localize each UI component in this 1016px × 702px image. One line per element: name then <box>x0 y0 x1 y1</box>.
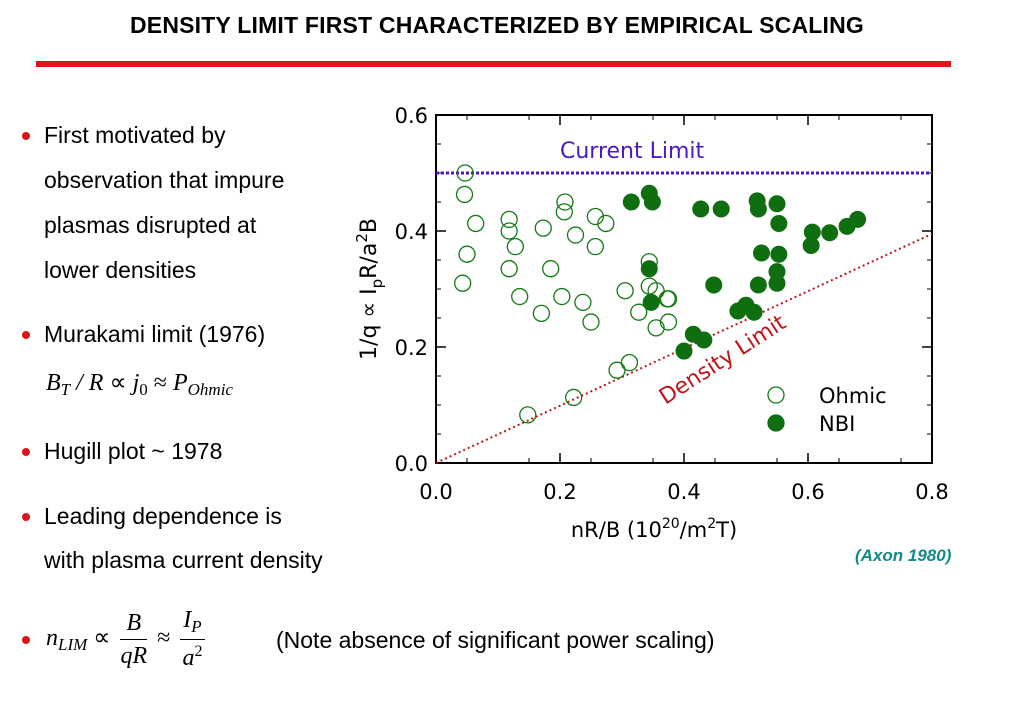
y-axis-label-part: 2 <box>353 233 371 243</box>
ohmic-point <box>500 260 518 278</box>
nbi-point <box>712 200 730 218</box>
nbi-point <box>642 293 660 311</box>
y-tick-label: 0.2 <box>395 336 428 360</box>
nbi-point <box>768 274 786 292</box>
ohmic-point <box>574 293 592 311</box>
ohmic-point <box>564 388 583 407</box>
y-axis-label-part: p <box>368 279 386 289</box>
ohmic-point <box>658 290 676 308</box>
ohmic-point <box>608 361 626 379</box>
ohmic-point <box>542 260 560 278</box>
nbi-point <box>821 224 839 242</box>
bullet-dot <box>22 636 30 644</box>
bullet-1-line-1: First motivated by <box>44 122 226 148</box>
ohmic-point <box>586 238 604 256</box>
nbi-point <box>768 195 786 213</box>
nbi-point <box>622 193 640 211</box>
ohmic-point <box>455 185 474 204</box>
x-axis-label: nR/B (1020/m2T) <box>571 516 737 542</box>
nbi-point <box>675 342 693 360</box>
nbi-point <box>802 237 820 254</box>
y-axis-label-part: 1/q ∝ I <box>357 288 382 360</box>
x-axis-label-part: /m <box>680 518 708 542</box>
bullet-dot <box>22 448 30 456</box>
legend-label: Ohmic <box>819 384 887 408</box>
ohmic-point <box>467 214 485 233</box>
nbi-point <box>640 260 658 278</box>
ohmic-point <box>616 282 634 300</box>
ohmic-point <box>534 219 552 237</box>
ohmic-point <box>566 226 585 244</box>
ohmic-point <box>500 210 518 229</box>
murakami-formula: BT / R ∝ j0 ≈ POhmic <box>46 370 233 399</box>
y-tick-label: 0.4 <box>395 220 428 244</box>
nbi-point <box>749 200 767 218</box>
current-limit-label: Current Limit <box>560 139 705 164</box>
citation: (Axon 1980) <box>855 546 952 565</box>
nbi-point <box>705 276 723 294</box>
bullet-4-line-2: with plasma current density <box>44 547 323 573</box>
ohmic-point <box>511 287 529 306</box>
nbi-point <box>849 210 867 228</box>
bullet-3-line-1: Hugill plot ~ 1978 <box>44 438 223 464</box>
nbi-point <box>695 331 713 349</box>
ohmic-point <box>532 304 551 323</box>
legend-marker <box>767 414 785 432</box>
nbi-point <box>749 276 767 294</box>
x-axis-label-part: 20 <box>662 516 680 532</box>
ohmic-point <box>659 290 678 308</box>
x-axis-label-part: nR/B (10 <box>571 518 662 542</box>
slide-title: DENSITY LIMIT FIRST CHARACTERIZED BY EMP… <box>129 12 865 38</box>
ohmic-point <box>519 406 537 424</box>
ohmic-point <box>582 313 600 331</box>
y-axis-label-part: R/a <box>357 243 382 279</box>
ohmic-point <box>630 303 648 321</box>
x-axis-label-part: T) <box>715 518 737 542</box>
nbi-point <box>745 303 763 321</box>
ohmic-point <box>597 214 615 233</box>
bullet-4-line-1: Leading dependence is <box>44 503 282 529</box>
x-tick-label: 0.0 <box>419 480 452 504</box>
power-scaling-note: (Note absence of significant power scali… <box>276 627 715 653</box>
bullet-1-line-3: plasmas disrupted at <box>44 212 257 238</box>
x-tick-label: 0.2 <box>543 480 576 504</box>
nbi-point <box>643 193 661 211</box>
bullet-dot <box>22 132 30 140</box>
bullet-1-line-4: lower densities <box>44 257 197 283</box>
nbi-point <box>692 200 710 218</box>
ohmic-point <box>620 354 639 372</box>
nbi-point <box>770 245 788 263</box>
bullet-2-line-1: Murakami limit (1976) <box>44 321 266 347</box>
ohmic-point <box>555 203 573 221</box>
legend-label: NBI <box>819 412 855 436</box>
ohmic-point <box>454 274 472 292</box>
x-tick-label: 0.6 <box>791 480 824 504</box>
nbi-point <box>770 214 788 232</box>
bullet-dot <box>22 331 30 339</box>
y-tick-label: 0.6 <box>395 104 428 128</box>
ohmic-point <box>553 287 571 306</box>
title-rule <box>36 61 951 67</box>
ohmic-point <box>556 193 574 211</box>
y-axis-label: 1/q ∝ IpR/a2B <box>353 218 386 360</box>
y-tick-label: 0.0 <box>395 452 428 476</box>
ohmic-point <box>458 245 476 263</box>
ohmic-point <box>500 222 518 240</box>
bullet-1-line-2: observation that impure <box>44 167 285 193</box>
y-axis-label-part: B <box>357 218 382 233</box>
bullet-dot <box>22 513 30 521</box>
ohmic-point <box>647 319 665 337</box>
x-axis-label-part: 2 <box>707 516 716 532</box>
plot-frame <box>435 114 933 464</box>
ohmic-point <box>456 164 474 182</box>
x-tick-label: 0.8 <box>915 480 948 504</box>
legend-marker <box>767 386 785 404</box>
ohmic-point <box>659 313 678 331</box>
x-tick-label: 0.4 <box>667 480 700 504</box>
nbi-point <box>753 244 770 262</box>
ohmic-point <box>506 238 525 256</box>
density-limit-line <box>435 232 933 464</box>
